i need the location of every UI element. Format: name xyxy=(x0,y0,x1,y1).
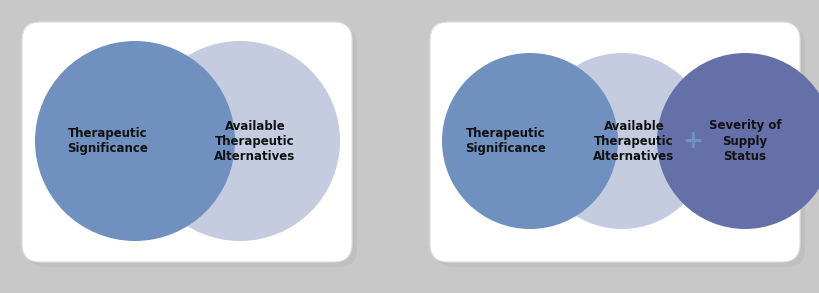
Circle shape xyxy=(533,53,709,229)
Circle shape xyxy=(656,53,819,229)
FancyBboxPatch shape xyxy=(434,27,804,267)
Circle shape xyxy=(441,53,618,229)
Text: Available
Therapeutic
Alternatives: Available Therapeutic Alternatives xyxy=(593,120,674,163)
Text: +: + xyxy=(681,129,703,153)
FancyBboxPatch shape xyxy=(429,22,799,262)
Text: Severity of
Supply
Status: Severity of Supply Status xyxy=(708,120,781,163)
Text: Therapeutic
Significance: Therapeutic Significance xyxy=(465,127,545,155)
Text: Therapeutic
Significance: Therapeutic Significance xyxy=(67,127,148,155)
FancyBboxPatch shape xyxy=(27,27,356,267)
Circle shape xyxy=(140,41,340,241)
Circle shape xyxy=(35,41,235,241)
Text: Available
Therapeutic
Alternatives: Available Therapeutic Alternatives xyxy=(214,120,296,163)
FancyBboxPatch shape xyxy=(22,22,351,262)
